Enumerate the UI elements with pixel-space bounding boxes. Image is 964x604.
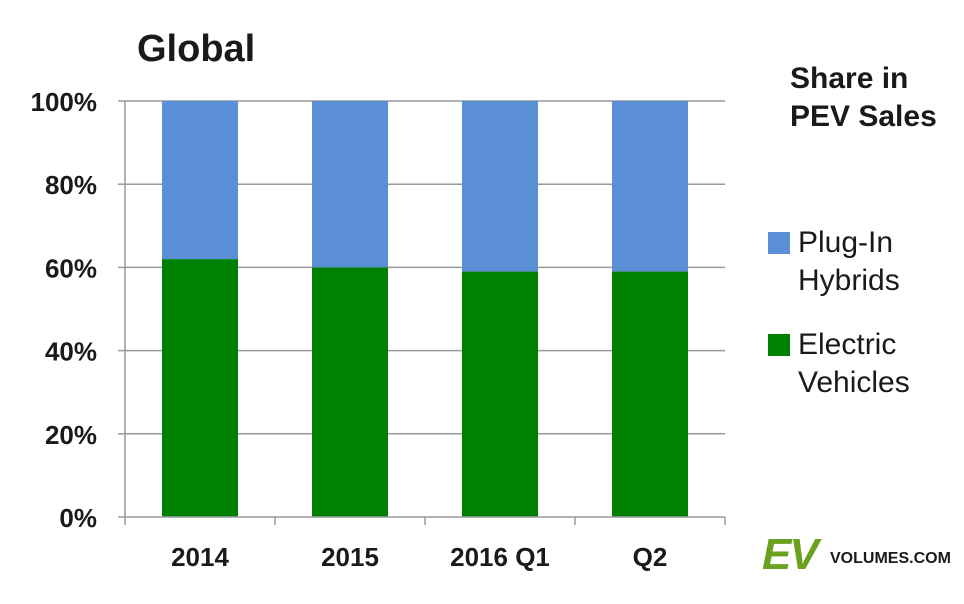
bar-plug-in-hybrids bbox=[462, 101, 538, 272]
chart-title: Global bbox=[137, 28, 256, 70]
x-tick-label: Q2 bbox=[633, 542, 668, 572]
legend-label-electric-vehicles: Electric Vehicles bbox=[798, 326, 958, 402]
x-tick-label: 2016 Q1 bbox=[450, 542, 550, 572]
y-tick-label: 40% bbox=[45, 337, 97, 367]
y-tick-label: 100% bbox=[31, 87, 98, 117]
legend-title-line-2: PEV Sales bbox=[790, 100, 937, 133]
legend-title-line-1: Share in bbox=[790, 62, 909, 95]
x-tick-label: 2014 bbox=[171, 542, 229, 572]
legend-swatch-electric-vehicles bbox=[768, 334, 790, 356]
y-tick-label: 60% bbox=[45, 253, 97, 283]
y-tick-label: 80% bbox=[45, 170, 97, 200]
bar-plug-in-hybrids bbox=[612, 101, 688, 272]
legend-label-line: Vehicles bbox=[798, 366, 910, 399]
logo-ev-text: EV bbox=[762, 530, 819, 579]
bar-electric-vehicles bbox=[462, 271, 538, 517]
bar-plug-in-hybrids bbox=[312, 101, 388, 268]
legend-label-line: Electric bbox=[798, 328, 897, 361]
y-tick-label: 0% bbox=[59, 503, 97, 533]
bar-electric-vehicles bbox=[162, 259, 238, 517]
legend-label-line: Hybrids bbox=[798, 264, 900, 297]
y-tick-label: 20% bbox=[45, 420, 97, 450]
legend-label-line: Plug-In bbox=[798, 226, 894, 259]
bar-electric-vehicles bbox=[312, 267, 388, 517]
legend-swatch-plug-in-hybrids bbox=[768, 232, 790, 254]
logo-volumes-text: VOLUMES.COM bbox=[830, 550, 951, 567]
legend-label-plug-in-hybrids: Plug-In Hybrids bbox=[798, 224, 958, 300]
legend-title: Share in PEV Sales bbox=[790, 60, 960, 136]
bar-plug-in-hybrids bbox=[162, 101, 238, 260]
bar-electric-vehicles bbox=[612, 271, 688, 517]
x-tick-label: 2015 bbox=[321, 542, 379, 572]
